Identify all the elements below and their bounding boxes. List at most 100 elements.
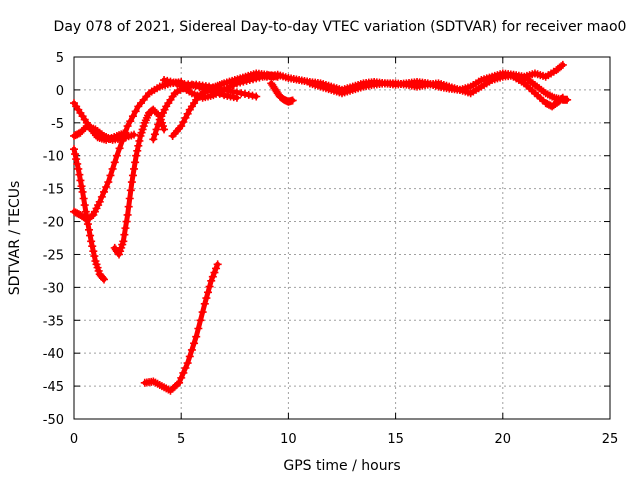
data-point-marker	[74, 164, 83, 173]
y-tick-label: -30	[43, 281, 64, 296]
data-point-marker	[87, 237, 96, 246]
data-point-marker	[110, 158, 119, 167]
chart-title: Day 078 of 2021, Sidereal Day-to-day VTE…	[54, 19, 627, 35]
y-tick-label: -45	[43, 380, 64, 395]
data-point-marker	[208, 272, 217, 281]
data-point-marker	[95, 197, 104, 206]
data-point-marker	[80, 201, 89, 210]
data-point-marker	[135, 136, 144, 145]
data-point-marker	[202, 85, 211, 94]
data-point-marker	[181, 363, 190, 372]
data-point-marker	[240, 90, 249, 99]
y-tick-label: 5	[56, 51, 64, 66]
data-point-marker	[557, 62, 566, 71]
data-point-marker	[207, 276, 216, 285]
data-point-marker	[90, 252, 99, 261]
y-tick-label: -20	[43, 216, 64, 231]
data-point-marker	[124, 202, 133, 211]
y-tick-label: -10	[43, 150, 64, 165]
data-point-marker	[126, 186, 135, 195]
data-point-marker	[128, 171, 137, 180]
data-point-marker	[199, 84, 208, 93]
data-point-marker	[191, 81, 200, 90]
data-point-marker	[179, 368, 188, 377]
data-point-marker	[123, 122, 132, 131]
data-point-marker	[100, 275, 109, 284]
data-point-marker	[122, 217, 131, 226]
data-point-marker	[192, 332, 201, 341]
data-point-marker	[87, 212, 96, 221]
data-point-marker	[187, 80, 196, 89]
y-tick-label: -50	[43, 413, 64, 428]
data-point-marker	[130, 164, 139, 173]
data-point-marker	[152, 125, 161, 134]
data-point-marker	[112, 151, 121, 160]
data-point-marker	[100, 187, 109, 196]
data-point-marker	[131, 158, 140, 167]
data-point-marker	[72, 155, 81, 164]
data-point-marker	[154, 120, 163, 129]
data-point-marker	[130, 130, 139, 139]
data-point-marker	[205, 282, 214, 291]
data-point-marker	[104, 178, 113, 187]
data-point-marker	[160, 125, 169, 134]
data-point-marker	[210, 268, 219, 277]
data-point-marker	[106, 171, 115, 180]
series-arc-14	[509, 72, 567, 111]
data-point-marker	[179, 117, 188, 126]
data-point-marker	[181, 113, 190, 122]
data-point-marker	[558, 60, 567, 69]
data-point-marker	[252, 92, 261, 101]
data-point-marker	[133, 146, 142, 155]
data-point-marker	[118, 136, 127, 145]
x-tick-label: 15	[387, 432, 404, 447]
data-point-marker	[97, 192, 106, 201]
data-point-marker	[120, 129, 129, 138]
data-point-marker	[202, 294, 211, 303]
data-point-marker	[288, 96, 297, 105]
data-point-marker	[175, 378, 184, 387]
data-point-marker	[200, 299, 209, 308]
data-point-marker	[198, 308, 207, 317]
series-arc-11	[267, 79, 297, 106]
data-point-marker	[71, 150, 80, 159]
data-point-marker	[102, 182, 111, 191]
data-point-marker	[244, 90, 253, 99]
data-point-marker	[115, 144, 124, 153]
data-point-marker	[86, 231, 95, 240]
data-point-marker	[183, 109, 192, 118]
data-point-marker	[78, 187, 87, 196]
data-point-marker	[204, 288, 212, 297]
x-tick-label: 0	[70, 432, 78, 447]
y-tick-label: -40	[43, 347, 64, 362]
data-point-marker	[190, 339, 199, 348]
data-point-marker	[134, 141, 143, 150]
data-point-marker	[563, 95, 572, 104]
data-point-marker	[108, 164, 117, 173]
data-point-marker	[79, 194, 88, 203]
data-point-marker	[119, 237, 128, 246]
y-tick-label: -5	[51, 117, 64, 132]
data-point-marker	[128, 112, 137, 121]
data-point-marker	[73, 159, 82, 168]
data-point-marker	[149, 135, 158, 144]
x-tick-label: 5	[177, 432, 185, 447]
data-point-marker	[131, 107, 140, 116]
data-point-marker	[237, 89, 246, 98]
data-point-marker	[183, 359, 192, 368]
data-point-marker	[232, 93, 241, 102]
axis-ticks: 0 5 10 15 20 25 5 0 -5 -10 -15 -20 -25 -30 -35 -40 -45 -5…	[43, 51, 619, 447]
data-point-marker	[187, 345, 196, 354]
y-tick-label: -35	[43, 314, 64, 329]
plot-frame	[73, 56, 611, 420]
series-arc-15	[524, 76, 572, 104]
data-point-marker	[123, 210, 132, 219]
x-axis-label: GPS time / hours	[283, 458, 400, 474]
data-point-marker	[248, 91, 257, 100]
series-arc-5	[110, 105, 169, 259]
data-point-marker	[121, 224, 130, 233]
data-point-marker	[194, 324, 203, 333]
data-point-marker	[228, 87, 237, 96]
y-tick-label: -15	[43, 183, 64, 198]
